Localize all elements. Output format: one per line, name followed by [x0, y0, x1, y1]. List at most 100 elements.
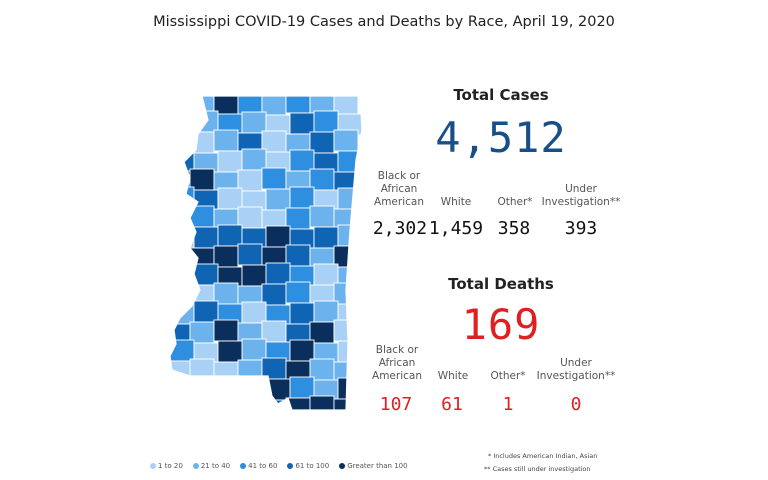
- cases-black-value: 2,302: [372, 218, 428, 239]
- county-shape: [337, 340, 362, 363]
- county-shape: [289, 339, 315, 362]
- deaths-under-investigation-value: 0: [570, 394, 582, 415]
- county-shape: [189, 395, 215, 410]
- map-svg: [169, 95, 363, 411]
- legend-swatch: [339, 463, 346, 469]
- cases-black-label: Black or African American: [374, 170, 424, 208]
- county-shape: [189, 358, 215, 381]
- county-shape: [241, 148, 267, 171]
- county-shape: [170, 397, 191, 410]
- cases-under-investigation-value: 393: [564, 218, 598, 239]
- deaths-black-value: 107: [379, 394, 413, 415]
- legend-item-greater-100: Greater than 100: [339, 462, 408, 470]
- county-shape: [265, 262, 291, 285]
- county-shape: [193, 226, 219, 249]
- cases-white-label: White: [440, 196, 472, 208]
- cases-other-value: 358: [497, 218, 531, 239]
- county-shape: [333, 319, 359, 342]
- cases-white-value: 1,459: [428, 218, 484, 239]
- legend-swatch: [240, 463, 247, 469]
- total-cases-heading: Total Cases: [453, 86, 549, 104]
- legend-label: 1 to 20: [158, 462, 183, 470]
- footnote-other: * Includes American Indian, Asian: [488, 452, 598, 460]
- county-shape: [170, 265, 195, 288]
- county-shape: [265, 225, 291, 248]
- legend-label: Greater than 100: [347, 462, 408, 470]
- county-shape: [189, 205, 215, 228]
- county-shape: [213, 361, 239, 384]
- deaths-white-value: 61: [441, 394, 463, 415]
- legend-swatch: [150, 463, 156, 469]
- county-shape: [217, 377, 243, 400]
- chart-title: Mississippi COVID-19 Cases and Deaths by…: [153, 14, 615, 30]
- deaths-under-investigation-label: Under Investigation**: [536, 357, 616, 382]
- county-shape: [241, 264, 267, 287]
- county-shape: [193, 300, 219, 323]
- county-shape: [337, 377, 362, 400]
- county-shape: [241, 111, 267, 134]
- county-shape: [309, 205, 335, 228]
- total-deaths-heading: Total Deaths: [448, 275, 554, 293]
- county-grid: [170, 96, 362, 410]
- county-shape: [261, 399, 287, 410]
- county-shape: [217, 150, 243, 173]
- cases-under-investigation-label: Under Investigation**: [541, 183, 621, 208]
- total-deaths-value: 169: [461, 300, 541, 349]
- county-shape: [289, 376, 315, 399]
- county-shape: [170, 244, 191, 267]
- county-shape: [193, 263, 219, 286]
- county-shape: [170, 302, 195, 325]
- county-shape: [189, 131, 215, 154]
- total-cases-value: 4,512: [435, 113, 567, 162]
- legend-item-21-40: 21 to 40: [192, 462, 231, 470]
- legend-swatch: [287, 463, 294, 469]
- county-shape: [170, 376, 195, 399]
- county-shape: [265, 188, 291, 211]
- legend-label: 41 to 60: [248, 462, 278, 470]
- county-shape: [213, 129, 239, 152]
- deaths-white-label: White: [437, 370, 469, 382]
- county-shape: [289, 112, 315, 135]
- county-shape: [333, 129, 359, 152]
- county-shape: [217, 340, 243, 363]
- legend-item-41-60: 41 to 60: [240, 462, 277, 470]
- county-shape: [313, 263, 339, 286]
- legend-label: 21 to 40: [200, 462, 231, 470]
- county-shape: [309, 395, 335, 410]
- county-shape: [337, 187, 362, 210]
- county-shape: [213, 319, 239, 342]
- county-shape: [170, 96, 191, 114]
- county-shape: [237, 359, 263, 382]
- county-shape: [170, 281, 191, 304]
- county-shape: [241, 301, 267, 324]
- county-shape: [217, 224, 243, 247]
- county-shape: [285, 281, 311, 304]
- county-shape: [313, 300, 339, 323]
- county-shape: [313, 110, 339, 133]
- county-shape: [313, 226, 339, 249]
- map-legend: 1 to 20 21 to 40 41 to 60 61 to 100 Grea…: [150, 462, 408, 470]
- county-shape: [261, 167, 287, 190]
- mississippi-county-map: [150, 90, 370, 420]
- county-shape: [193, 379, 219, 402]
- county-shape: [170, 339, 195, 362]
- deaths-other-value: 1: [502, 394, 514, 415]
- deaths-black-label: Black or African American: [372, 344, 422, 382]
- county-shape: [170, 149, 195, 172]
- legend-swatch: [192, 463, 199, 469]
- legend-label: 61 to 100: [295, 462, 330, 470]
- county-shape: [170, 133, 191, 156]
- state-outline: [169, 95, 363, 411]
- county-shape: [217, 187, 243, 210]
- county-shape: [289, 186, 315, 209]
- county-shape: [213, 398, 239, 410]
- county-shape: [170, 112, 195, 135]
- county-shape: [285, 96, 311, 114]
- county-shape: [289, 302, 315, 325]
- county-shape: [237, 396, 263, 410]
- county-shape: [170, 170, 191, 193]
- county-shape: [289, 149, 315, 172]
- legend-item-61-100: 61 to 100: [287, 462, 329, 470]
- county-shape: [241, 338, 267, 361]
- county-shape: [237, 243, 263, 266]
